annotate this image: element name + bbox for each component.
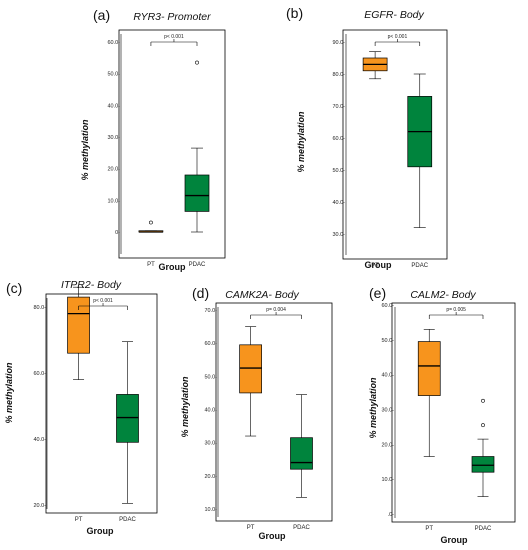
y-tick-label: 50.0- <box>381 338 394 344</box>
x-category-label: PDAC <box>293 525 310 531</box>
y-tick-label: 10.0- <box>204 507 217 513</box>
box-pt <box>67 296 90 354</box>
x-category-label: PT <box>371 263 379 269</box>
plot-frame <box>45 293 158 514</box>
significance-label: p= 0.004 <box>266 307 286 313</box>
y-tick-label: 80.0- <box>332 72 345 78</box>
y-tick-label: 60.0- <box>332 136 345 142</box>
significance-label: p< 0.001 <box>164 34 184 40</box>
chart-title: CAMK2A- Body <box>225 289 299 301</box>
chart-title: RYR3- Promoter <box>133 11 211 23</box>
y-axis-label: % methylation <box>180 376 190 438</box>
y-tick-label: 0- <box>115 230 120 236</box>
y-axis-label: % methylation <box>368 377 378 439</box>
x-axis-label: Group <box>159 262 186 272</box>
x-category-label: PT <box>75 517 83 523</box>
y-tick-label: 90.0- <box>332 40 345 46</box>
panel-d: 10.0- 20.0- 30.0- 40.0- 50.0- 60.0- 70.0- (d) CA… <box>176 275 352 550</box>
y-tick-label: 60.0- <box>33 371 46 377</box>
outlier-point <box>195 60 199 65</box>
y-tick-label: 20.0- <box>33 503 46 509</box>
x-category-label: PT <box>147 262 155 268</box>
y-axis-label: % methylation <box>296 111 306 173</box>
plot-frame <box>342 29 448 260</box>
box-chart-e: .0- 10.0- 20.0- 30.0- 40.0- 50.0- 60.0- (e) CALM… <box>368 285 516 545</box>
y-tick-label: 80.0- <box>33 305 46 311</box>
outlier-point <box>149 220 153 225</box>
box-chart-c: 20.0- 40.0- 60.0- 80.0- (c) ITPR2- Body % meth… <box>4 279 158 536</box>
panel-e: .0- 10.0- 20.0- 30.0- 40.0- 50.0- 60.0- (e) CALM… <box>352 275 528 550</box>
outlier-point <box>481 423 485 428</box>
y-tick-label: 40.0- <box>33 437 46 443</box>
x-axis-label: Group <box>441 535 468 545</box>
y-tick-label: 20.0- <box>107 167 120 173</box>
box-pdac <box>184 174 210 212</box>
x-category-label: PT <box>247 525 255 531</box>
y-tick-label: 10.0- <box>381 477 394 483</box>
y-tick-label: 30.0- <box>107 135 120 141</box>
y-axis-label: % methylation <box>4 362 14 424</box>
y-tick-label: 50.0- <box>204 374 217 380</box>
box-pdac <box>290 437 313 470</box>
x-category-label: PT <box>425 526 433 532</box>
panel-label: (a) <box>93 7 110 23</box>
x-category-label: PDAC <box>189 262 206 268</box>
y-tick-label: 20.0- <box>381 442 394 448</box>
box-pdac <box>471 456 495 473</box>
significance-label: p= 0.005 <box>446 307 466 313</box>
chart-title: CALM2- Body <box>410 289 476 301</box>
significance-label: p< 0.001 <box>388 34 408 40</box>
y-tick-label: 10.0- <box>107 198 120 204</box>
panel-label: (b) <box>286 5 303 21</box>
y-tick-label: .0- <box>388 512 395 518</box>
chart-title: ITPR2- Body <box>61 279 122 291</box>
y-tick-label: 60.0- <box>381 303 394 309</box>
y-tick-label: 40.0- <box>381 373 394 379</box>
y-tick-label: 60.0- <box>204 341 217 347</box>
panel-label: (d) <box>192 285 209 301</box>
y-tick-label: 40.0- <box>332 200 345 206</box>
y-tick-label: 30.0- <box>332 232 345 238</box>
box-pt <box>239 344 262 394</box>
plot-frame <box>391 302 516 523</box>
box-chart-b: 30.0- 40.0- 50.0- 60.0- 70.0- 80.0- 90.0- (b) EG… <box>286 5 448 270</box>
panel-a: 0- 10.0- 20.0- 30.0- 40.0- 50.0- 60.0- (a) RYR3-… <box>0 0 264 275</box>
panel-label: (e) <box>369 285 386 301</box>
y-tick-label: 50.0- <box>332 168 345 174</box>
panel-label: (c) <box>6 280 22 296</box>
x-category-label: PDAC <box>411 263 428 269</box>
panel-b: 30.0- 40.0- 50.0- 60.0- 70.0- 80.0- 90.0- (b) EG… <box>264 0 528 275</box>
x-axis-label: Group <box>365 260 392 270</box>
y-tick-label: 60.0- <box>107 40 120 46</box>
box-chart-a: 0- 10.0- 20.0- 30.0- 40.0- 50.0- 60.0- (a) RYR3-… <box>80 7 226 272</box>
box-chart-d: 10.0- 20.0- 30.0- 40.0- 50.0- 60.0- 70.0- (d) CA… <box>180 285 333 541</box>
y-tick-label: 40.0- <box>107 103 120 109</box>
significance-label: p< 0.001 <box>93 298 113 304</box>
chart-title: EGFR- Body <box>364 9 424 21</box>
x-category-label: PDAC <box>119 517 136 523</box>
y-tick-label: 70.0- <box>332 104 345 110</box>
plot-frame <box>215 302 333 522</box>
y-axis-label: % methylation <box>80 119 90 181</box>
outlier-point <box>481 398 485 403</box>
x-category-label: PDAC <box>475 526 492 532</box>
y-tick-label: 50.0- <box>107 72 120 78</box>
box-pdac <box>116 394 139 443</box>
y-tick-label: 30.0- <box>204 441 217 447</box>
y-tick-label: 30.0- <box>381 408 394 414</box>
x-axis-label: Group <box>259 531 286 541</box>
y-tick-label: 70.0- <box>204 308 217 314</box>
panel-c: 20.0- 40.0- 60.0- 80.0- (c) ITPR2- Body % meth… <box>0 275 176 550</box>
plot-frame <box>118 29 226 259</box>
y-tick-label: 20.0- <box>204 474 217 480</box>
x-axis-label: Group <box>87 526 114 536</box>
box-pt <box>417 341 441 396</box>
y-tick-label: 40.0- <box>204 408 217 414</box>
